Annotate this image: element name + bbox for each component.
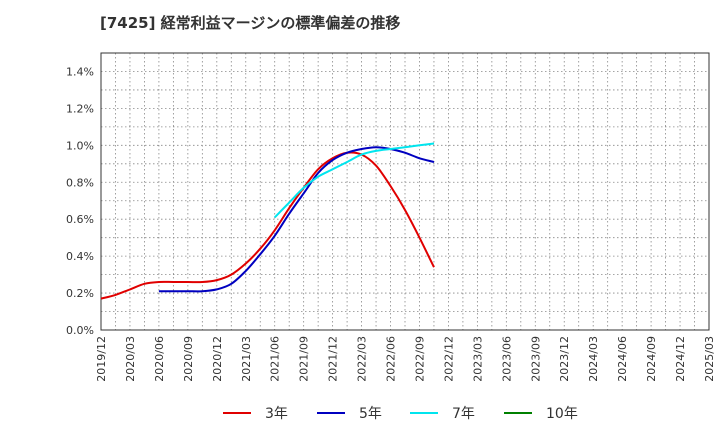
series-lines <box>100 142 435 300</box>
x-tick-label: 2023/12 <box>558 336 571 382</box>
legend-label-2: 7年 <box>452 406 475 422</box>
x-tick-label: 2020/06 <box>153 336 166 382</box>
x-tick-label: 2024/09 <box>645 336 658 382</box>
legend-label-3: 10年 <box>546 406 578 422</box>
legend-label-0: 3年 <box>265 406 288 422</box>
legend: 3年 5年 7年 10年 <box>223 406 578 422</box>
x-tick-label: 2021/03 <box>240 336 253 382</box>
x-axis-ticks: 2019/12 2020/03 2020/06 2020/09 2020/12 2021/… <box>95 336 716 382</box>
y-axis-ticks: 0.0% 0.2% 0.4% 0.6% 0.8% 1.0% 1.2% 1.4% <box>66 65 94 337</box>
x-tick-label: 2019/12 <box>95 336 108 382</box>
grid-lines <box>100 52 710 331</box>
x-tick-label: 2023/06 <box>500 336 513 382</box>
x-tick-label: 2024/12 <box>674 336 687 382</box>
x-tick-label: 2024/06 <box>616 336 629 382</box>
y-tick-label: 0.6% <box>66 213 94 226</box>
y-tick-label: 0.0% <box>66 324 94 337</box>
x-tick-label: 2022/03 <box>356 336 369 382</box>
series-line-0 <box>100 151 435 300</box>
x-tick-label: 2022/12 <box>442 336 455 382</box>
x-tick-label: 2020/09 <box>182 336 195 382</box>
plot-area <box>100 52 710 331</box>
x-tick-label: 2020/03 <box>124 336 137 382</box>
y-tick-label: 0.8% <box>66 176 94 189</box>
y-tick-label: 0.2% <box>66 287 94 300</box>
y-tick-label: 1.0% <box>66 139 94 152</box>
x-tick-label: 2023/03 <box>471 336 484 382</box>
x-tick-label: 2025/03 <box>703 336 716 382</box>
y-tick-label: 1.2% <box>66 102 94 115</box>
x-tick-label: 2021/06 <box>269 336 282 382</box>
x-tick-label: 2023/09 <box>529 336 542 382</box>
y-tick-label: 0.4% <box>66 250 94 263</box>
series-line-2 <box>273 142 435 219</box>
series-line-1 <box>158 146 435 293</box>
legend-label-1: 5年 <box>359 406 382 422</box>
x-tick-label: 2022/06 <box>385 336 398 382</box>
chart-title: [7425] 経常利益マージンの標準偏差の推移 <box>100 14 401 32</box>
x-tick-label: 2022/09 <box>413 336 426 382</box>
x-tick-label: 2020/12 <box>211 336 224 382</box>
x-tick-label: 2021/09 <box>298 336 311 382</box>
x-tick-label: 2024/03 <box>587 336 600 382</box>
y-tick-label: 1.4% <box>66 65 94 78</box>
x-tick-label: 2021/12 <box>327 336 340 382</box>
